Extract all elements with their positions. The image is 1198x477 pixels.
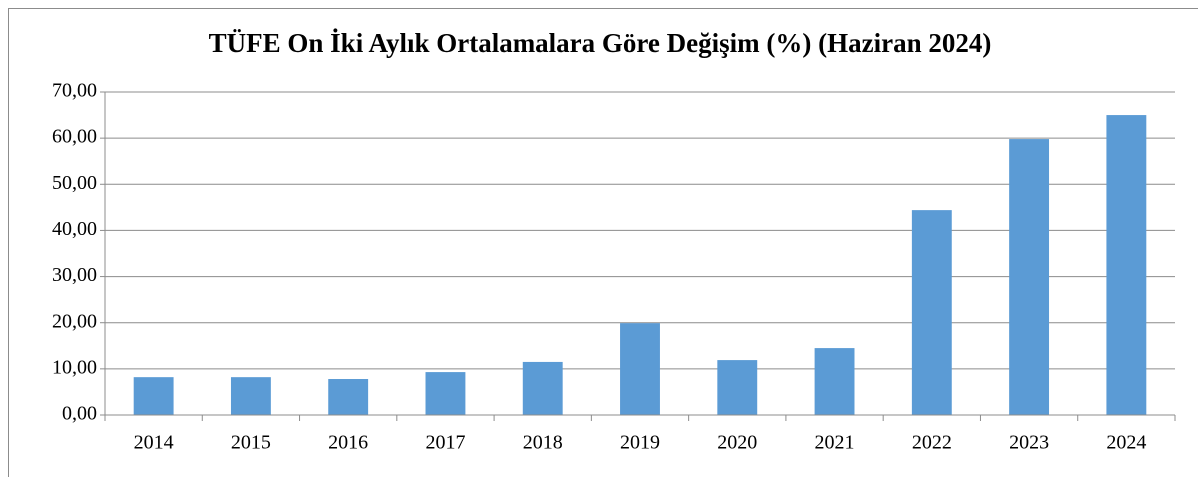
y-tick-label: 50,00: [52, 172, 97, 194]
y-tick-label: 10,00: [52, 356, 97, 378]
bar: [814, 348, 855, 415]
x-tick-label: 2017: [425, 432, 465, 454]
bar: [620, 323, 660, 415]
x-tick-label: 2018: [523, 432, 563, 454]
bar: [522, 361, 563, 415]
bar: [911, 210, 952, 415]
x-tick-label: 2014: [134, 432, 174, 454]
y-tick-label: 20,00: [52, 310, 97, 332]
bar: [1106, 115, 1147, 416]
y-tick-label: 40,00: [52, 218, 97, 240]
bar: [133, 377, 174, 415]
bar: [230, 377, 271, 415]
y-tick-label: 0,00: [62, 403, 97, 425]
bar: [1009, 139, 1050, 415]
x-tick-label: 2024: [1106, 432, 1146, 454]
bar: [425, 372, 466, 415]
y-tick-label: 30,00: [52, 264, 97, 286]
x-tick-label: 2023: [1009, 432, 1049, 454]
chart-frame: [8, 8, 1198, 477]
y-tick-label: 60,00: [52, 126, 97, 148]
bar: [328, 379, 369, 415]
x-tick-label: 2016: [328, 432, 368, 454]
x-tick-label: 2015: [231, 432, 271, 454]
x-tick-label: 2021: [815, 432, 855, 454]
chart-title: TÜFE On İki Aylık Ortalamalara Göre Deği…: [209, 28, 992, 58]
x-tick-label: 2022: [912, 432, 952, 454]
bar: [717, 360, 758, 415]
y-tick-label: 70,00: [52, 80, 97, 102]
x-tick-label: 2019: [620, 432, 660, 454]
x-tick-label: 2020: [717, 432, 757, 454]
